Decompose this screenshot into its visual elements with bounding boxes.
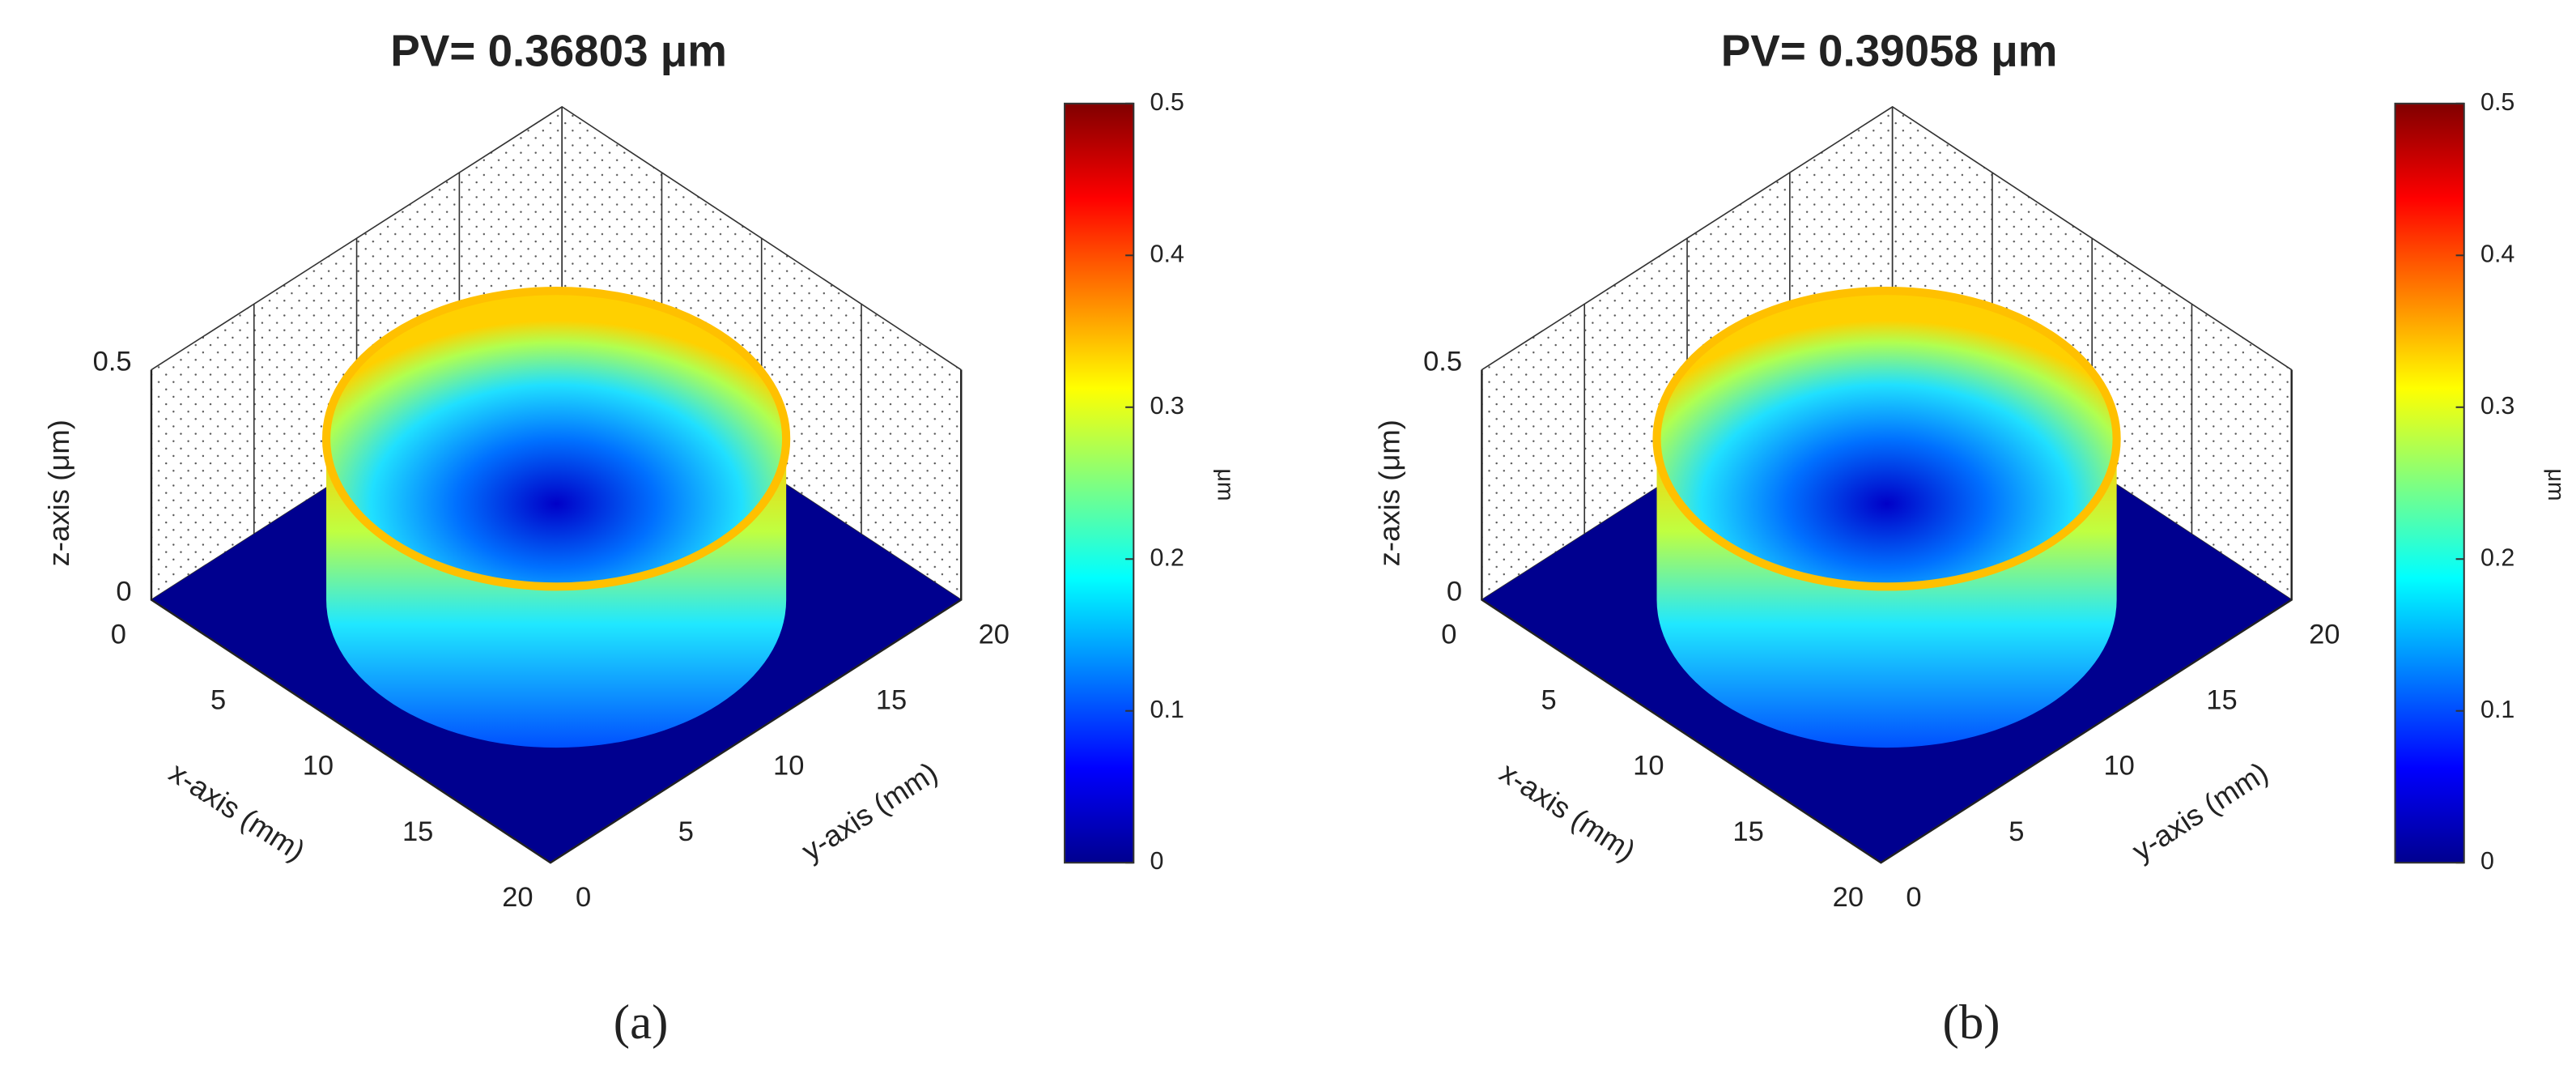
chart-title: PV= 0.36803 μm — [390, 25, 727, 75]
x-tick-label: 10 — [1633, 751, 1664, 782]
x-tick-label: 0 — [111, 619, 126, 650]
x-tick-label: 10 — [303, 751, 334, 782]
z-axis-label: z-axis (μm) — [42, 420, 75, 566]
plot: 0 5 10 15 20 0 5 10 15 20 0 0.5 x-axis (mm) y-axis (m… — [1372, 25, 2568, 1050]
x-axis-label: x-axis (mm) — [164, 756, 311, 867]
x-tick-label: 20 — [502, 882, 533, 913]
x-tick-label: 0 — [1441, 619, 1456, 650]
caption: (a) — [614, 995, 669, 1050]
y-tick-label: 10 — [2103, 751, 2134, 782]
colorbar-tick-label: 0.3 — [1150, 392, 1184, 420]
y-tick-label: 20 — [2309, 619, 2340, 650]
caption: (b) — [1943, 995, 2000, 1050]
colorbar-tick-label: 0 — [1150, 847, 1164, 875]
x-tick-label: 5 — [1541, 684, 1557, 715]
colorbar-label: μm — [1212, 469, 1238, 501]
colorbar-label: μm — [2543, 469, 2569, 501]
y-axis-label: y-axis (mm) — [2126, 756, 2273, 867]
colorbar-tick-label: 0.2 — [1150, 543, 1184, 571]
x-tick-label: 15 — [402, 816, 433, 847]
x-tick-label: 15 — [1732, 816, 1763, 847]
z-tick-label: 0.5 — [93, 347, 132, 377]
y-tick-label: 15 — [876, 684, 907, 715]
colorbar-tick-label: 0.4 — [1150, 240, 1184, 267]
colorbar-tick-label: 0.5 — [1150, 88, 1184, 116]
surface-ring-wall — [1656, 438, 2117, 748]
grid-line — [151, 105, 962, 371]
chart-title: PV= 0.39058 μm — [1721, 25, 2058, 75]
colorbar-tick-label: 0 — [2480, 847, 2494, 875]
grid-line — [1481, 105, 2293, 371]
z-tick-label: 0 — [1447, 577, 1462, 607]
colorbar-tick-label: 0.4 — [2480, 240, 2514, 267]
x-tick-label: 5 — [210, 684, 226, 715]
y-tick-label: 0 — [1906, 882, 1921, 913]
colorbar — [1064, 102, 1135, 864]
y-tick-label: 10 — [773, 751, 804, 782]
z-axis-label: z-axis (μm) — [1372, 420, 1405, 566]
colorbar-tick-label: 0.1 — [1150, 696, 1184, 723]
colorbar — [2394, 102, 2465, 864]
colorbar-tick-label: 0.2 — [2480, 543, 2514, 571]
y-tick-label: 0 — [576, 882, 591, 913]
surface-ring-wall — [326, 438, 787, 748]
plot: 0 5 10 15 20 0 5 10 15 20 0 0.5 x-axis (mm) y-axis (m… — [42, 25, 1238, 1050]
y-tick-label: 5 — [2009, 816, 2024, 847]
z-tick-label: 0.5 — [1423, 347, 1462, 377]
surface-ring-top — [1652, 287, 2121, 591]
y-axis-label: y-axis (mm) — [796, 756, 943, 867]
z-tick-label: 0 — [116, 577, 131, 607]
y-tick-label: 20 — [979, 619, 1010, 650]
axis-edge — [150, 369, 963, 864]
y-tick-label: 15 — [2206, 684, 2237, 715]
axis-edge — [1481, 369, 2293, 864]
colorbar-tick-label: 0.3 — [2480, 392, 2514, 420]
x-tick-label: 20 — [1833, 882, 1864, 913]
colorbar-tick-label: 0.5 — [2480, 88, 2514, 116]
colorbar-tick-label: 0.1 — [2480, 696, 2514, 723]
x-axis-label: x-axis (mm) — [1494, 756, 1641, 867]
y-tick-label: 5 — [678, 816, 694, 847]
surface-ring-top — [321, 287, 791, 591]
